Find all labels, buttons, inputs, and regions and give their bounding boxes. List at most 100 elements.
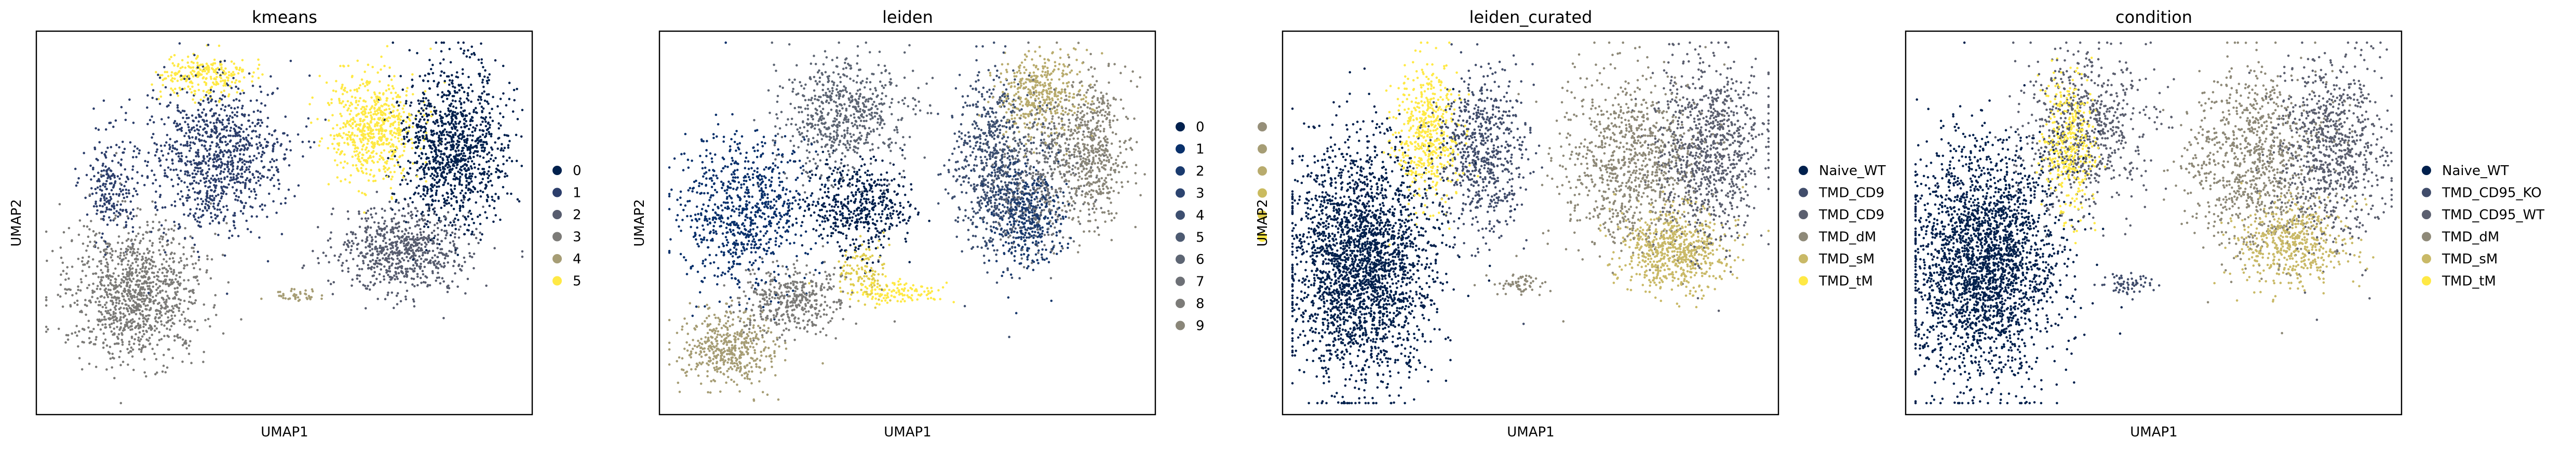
scatter-point	[98, 128, 100, 131]
scatter-point	[439, 74, 442, 77]
scatter-point	[404, 179, 407, 181]
scatter-point	[103, 197, 105, 200]
scatter-point	[160, 323, 163, 326]
scatter-point	[183, 264, 186, 267]
scatter-point	[352, 118, 355, 121]
scatter-point	[302, 141, 304, 143]
scatter-point	[208, 160, 210, 163]
scatter-point	[447, 166, 449, 169]
scatter-point	[349, 138, 352, 141]
scatter-point	[250, 190, 253, 193]
scatter-point	[112, 187, 115, 189]
scatter-point	[97, 285, 99, 287]
scatter-point	[142, 320, 145, 323]
scatter-point	[401, 257, 403, 260]
scatter-point	[418, 219, 421, 221]
scatter-point	[401, 154, 404, 157]
scatter-point	[188, 150, 191, 152]
scatter-point	[439, 156, 442, 158]
scatter-point	[217, 234, 220, 236]
scatter-point	[65, 334, 68, 337]
scatter-point	[435, 170, 437, 173]
scatter-point	[132, 349, 134, 351]
scatter-point	[439, 62, 442, 65]
scatter-point	[394, 127, 396, 130]
scatter-point	[389, 145, 392, 148]
scatter-point	[492, 96, 494, 98]
scatter-point	[290, 290, 292, 293]
scatter-point	[163, 232, 165, 234]
scatter-point	[506, 159, 508, 162]
scatter-point	[358, 87, 360, 89]
scatter-point	[146, 330, 149, 333]
scatter-point	[500, 124, 502, 127]
scatter-point	[384, 161, 387, 164]
scatter-point	[120, 282, 123, 284]
scatter-point	[442, 100, 444, 103]
scatter-point	[420, 157, 423, 160]
scatter-point	[466, 229, 469, 231]
scatter-point	[459, 133, 462, 136]
scatter-point	[196, 197, 199, 200]
scatter-point	[185, 156, 188, 158]
scatter-point	[125, 248, 128, 250]
scatter-point	[440, 153, 442, 155]
scatter-point	[393, 217, 395, 220]
scatter-point	[377, 222, 380, 224]
scatter-point	[186, 200, 188, 202]
scatter-point	[209, 158, 211, 161]
scatter-point	[397, 267, 399, 269]
scatter-point	[260, 119, 262, 122]
scatter-point	[103, 199, 106, 202]
scatter-point	[96, 288, 99, 290]
scatter-point	[439, 111, 442, 113]
scatter-point	[122, 193, 125, 196]
scatter-point	[125, 268, 127, 271]
scatter-point	[93, 245, 96, 248]
scatter-point	[347, 100, 349, 103]
scatter-point	[139, 340, 141, 343]
scatter-point	[145, 281, 147, 283]
scatter-point	[409, 104, 412, 107]
scatter-point	[398, 104, 400, 107]
scatter-point	[77, 345, 79, 348]
scatter-point	[214, 187, 217, 189]
scatter-point	[237, 235, 240, 237]
scatter-point	[194, 101, 197, 104]
scatter-point	[178, 228, 180, 230]
scatter-point	[437, 234, 439, 236]
scatter-point	[122, 269, 125, 271]
scatter-point	[493, 247, 496, 249]
scatter-point	[188, 77, 191, 80]
scatter-point	[170, 74, 173, 77]
scatter-point	[386, 45, 389, 48]
scatter-point	[432, 130, 435, 132]
scatter-point	[222, 254, 224, 256]
scatter-point	[273, 160, 276, 163]
scatter-point	[184, 237, 186, 240]
scatter-point	[237, 161, 239, 164]
scatter-point	[262, 147, 264, 150]
scatter-point	[412, 122, 414, 125]
scatter-point	[201, 135, 204, 137]
scatter-point	[121, 279, 124, 282]
scatter-point	[137, 258, 139, 261]
scatter-point	[170, 268, 172, 271]
scatter-point	[362, 172, 365, 175]
scatter-point	[198, 256, 200, 258]
scatter-point	[253, 176, 255, 179]
scatter-point	[181, 59, 184, 62]
scatter-point	[113, 154, 116, 157]
scatter-point	[400, 271, 403, 274]
scatter-point	[452, 240, 455, 243]
scatter-point	[437, 238, 439, 241]
scatter-point	[521, 250, 524, 253]
scatter-point	[442, 130, 444, 133]
scatter-point	[282, 294, 285, 297]
scatter-point	[484, 118, 487, 121]
scatter-point	[477, 99, 480, 101]
scatter-point	[498, 127, 501, 130]
scatter-point	[471, 218, 474, 220]
scatter-point	[176, 281, 179, 284]
scatter-point	[236, 91, 238, 94]
